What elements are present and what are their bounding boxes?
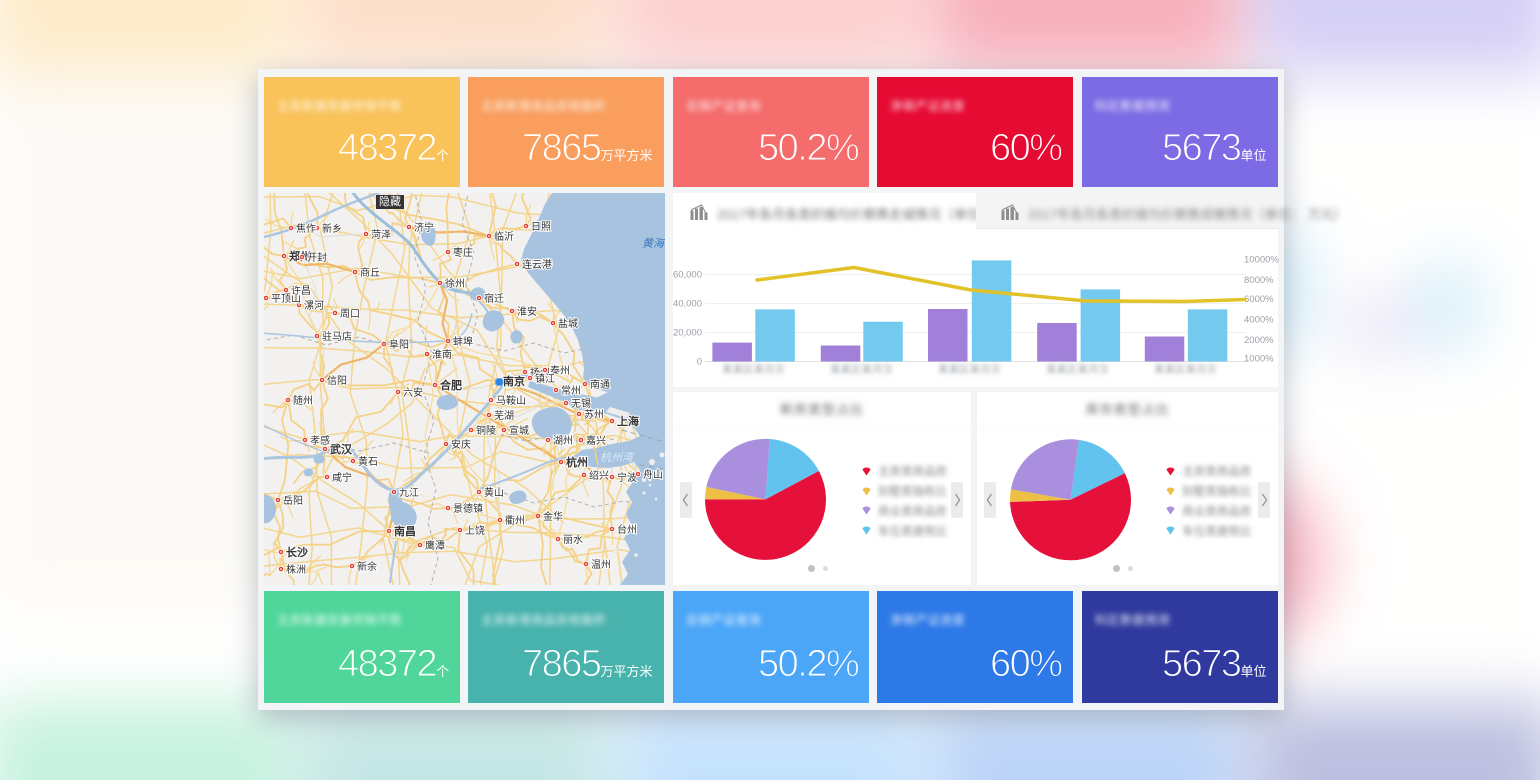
- svg-text:0: 0: [697, 357, 702, 368]
- svg-text:济宁: 济宁: [414, 221, 434, 234]
- svg-text:常州: 常州: [561, 384, 581, 397]
- svg-text:岳阳: 岳阳: [283, 495, 303, 507]
- svg-text:孝感: 孝感: [310, 434, 330, 447]
- svg-text:徐州: 徐州: [445, 277, 465, 290]
- svg-text:杭州: 杭州: [566, 455, 588, 469]
- svg-text:菏泽: 菏泽: [371, 229, 391, 241]
- svg-text:日照: 日照: [531, 221, 551, 233]
- svg-text:合肥: 合肥: [440, 378, 462, 392]
- svg-text:驻马店: 驻马店: [322, 330, 352, 343]
- svg-text:武汉: 武汉: [330, 442, 353, 456]
- svg-text:蚌埠: 蚌埠: [453, 335, 473, 348]
- svg-text:淮安: 淮安: [517, 305, 537, 318]
- svg-text:镇江: 镇江: [535, 372, 555, 385]
- svg-text:长沙: 长沙: [286, 545, 308, 559]
- svg-text:临沂: 临沂: [494, 230, 514, 243]
- svg-text:南昌: 南昌: [394, 524, 416, 538]
- svg-text:阜阳: 阜阳: [389, 338, 409, 351]
- svg-text:某某区某月交: 某某区某月交: [938, 363, 1001, 376]
- svg-text:鹰潭: 鹰潭: [425, 539, 445, 552]
- svg-text:2000%: 2000%: [1244, 335, 1274, 346]
- svg-text:九江: 九江: [399, 487, 419, 499]
- svg-text:宁波: 宁波: [617, 471, 637, 484]
- svg-text:宣城: 宣城: [509, 424, 529, 437]
- svg-text:某某区某月交: 某某区某月交: [722, 363, 785, 376]
- svg-text:6000%: 6000%: [1244, 294, 1274, 305]
- svg-text:10000%: 10000%: [1244, 255, 1279, 266]
- svg-text:平顶山: 平顶山: [271, 293, 301, 305]
- svg-text:黄海: 黄海: [642, 237, 665, 250]
- svg-text:南京: 南京: [503, 374, 525, 388]
- svg-text:宿迁: 宿迁: [484, 292, 504, 305]
- svg-text:20,000: 20,000: [673, 328, 702, 339]
- svg-text:金华: 金华: [543, 510, 563, 523]
- svg-text:马鞍山: 马鞍山: [496, 394, 526, 407]
- svg-text:舟山: 舟山: [643, 468, 663, 481]
- svg-text:芜湖: 芜湖: [494, 409, 514, 422]
- svg-text:黄山: 黄山: [484, 486, 504, 499]
- svg-text:衢州: 衢州: [505, 515, 525, 527]
- svg-text:安庆: 安庆: [451, 438, 471, 451]
- svg-text:连云港: 连云港: [522, 258, 552, 271]
- svg-text:60,000: 60,000: [673, 270, 702, 281]
- svg-text:无锡: 无锡: [571, 397, 591, 410]
- svg-text:新余: 新余: [357, 560, 377, 573]
- svg-text:淮南: 淮南: [432, 348, 452, 361]
- svg-text:枣庄: 枣庄: [453, 246, 473, 259]
- svg-text:黄石: 黄石: [358, 455, 378, 468]
- svg-text:湖州: 湖州: [553, 435, 573, 447]
- svg-text:4000%: 4000%: [1244, 315, 1274, 326]
- svg-text:商丘: 商丘: [360, 266, 380, 279]
- svg-text:泰州: 泰州: [550, 364, 570, 377]
- svg-text:1000%: 1000%: [1244, 354, 1274, 365]
- svg-text:漯河: 漯河: [304, 300, 324, 312]
- svg-text:新乡: 新乡: [322, 222, 342, 235]
- svg-text:铜陵: 铜陵: [476, 425, 496, 437]
- svg-text:温州: 温州: [591, 559, 611, 571]
- svg-text:绍兴: 绍兴: [589, 469, 609, 482]
- svg-text:焦作: 焦作: [296, 222, 316, 235]
- svg-text:咸宁: 咸宁: [332, 471, 352, 484]
- svg-text:信阳: 信阳: [327, 375, 347, 387]
- svg-text:盐城: 盐城: [558, 317, 578, 330]
- svg-text:某某区某月交: 某某区某月交: [1046, 363, 1109, 376]
- svg-text:周口: 周口: [340, 308, 360, 320]
- svg-text:上饶: 上饶: [465, 524, 485, 537]
- svg-text:开封: 开封: [307, 251, 327, 264]
- svg-text:40,000: 40,000: [673, 299, 702, 310]
- svg-text:许昌: 许昌: [291, 285, 311, 297]
- svg-text:六安: 六安: [403, 386, 423, 399]
- svg-text:苏州: 苏州: [584, 408, 604, 421]
- svg-text:嘉兴: 嘉兴: [586, 434, 606, 447]
- svg-text:丽水: 丽水: [563, 534, 583, 546]
- svg-text:8000%: 8000%: [1244, 275, 1274, 286]
- svg-text:台州: 台州: [617, 523, 637, 536]
- svg-text:上海: 上海: [617, 414, 639, 428]
- svg-text:某某区某月交: 某某区某月交: [1154, 363, 1217, 376]
- svg-text:某某区某月交: 某某区某月交: [830, 363, 893, 376]
- svg-text:随州: 随州: [293, 394, 313, 407]
- svg-text:杭州湾: 杭州湾: [600, 451, 635, 464]
- svg-text:景德镇: 景德镇: [453, 502, 483, 515]
- svg-text:南通: 南通: [590, 378, 610, 391]
- svg-text:株洲: 株洲: [286, 563, 306, 576]
